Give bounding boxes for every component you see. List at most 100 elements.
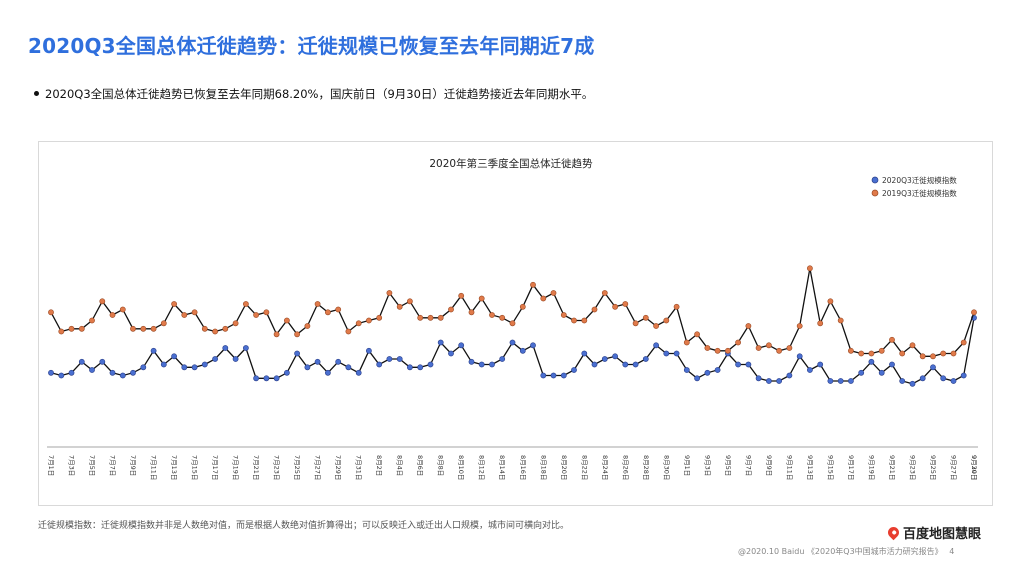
data-point-2019 — [48, 309, 54, 316]
data-point-2019 — [263, 309, 270, 316]
data-point-2019 — [837, 317, 844, 324]
x-tick-label: 7月9日 — [129, 455, 137, 476]
data-point-2019 — [725, 347, 731, 354]
data-point-2020 — [889, 361, 895, 368]
data-point-2019 — [971, 309, 977, 316]
x-tick-label: 8月10日 — [457, 455, 465, 480]
data-point-2019 — [714, 347, 721, 354]
data-point-2019 — [642, 314, 649, 321]
x-tick-label: 9月13日 — [806, 455, 814, 480]
data-point-2019 — [550, 290, 557, 296]
data-point-2020 — [950, 378, 957, 384]
data-point-2020 — [530, 342, 536, 349]
data-point-2019 — [406, 298, 413, 305]
data-point-2020 — [519, 347, 526, 354]
data-point-2019 — [468, 309, 475, 316]
data-point-2019 — [427, 314, 434, 321]
data-point-2020 — [960, 372, 967, 379]
data-point-2020 — [273, 375, 280, 382]
x-tick-label: 7月15日 — [191, 455, 199, 480]
data-point-2019 — [437, 314, 444, 321]
data-point-2020 — [68, 369, 75, 376]
data-point-2020 — [858, 369, 865, 376]
data-point-2019 — [745, 323, 752, 329]
data-point-2019 — [58, 328, 65, 335]
data-point-2019 — [499, 314, 506, 321]
data-point-2019 — [489, 312, 495, 318]
data-point-2019 — [919, 353, 926, 360]
migration-trend-chart: 2020年第三季度全国总体迁徙趋势 2020Q3迁徙规模指数 2019Q3迁徙规… — [47, 157, 978, 480]
x-tick-label: 7月27日 — [314, 455, 322, 480]
data-point-2020 — [181, 364, 188, 371]
data-point-2019 — [478, 295, 485, 302]
data-point-2020 — [427, 361, 434, 368]
data-point-2020 — [417, 364, 424, 371]
data-point-2020 — [786, 372, 793, 379]
data-point-2020 — [396, 356, 403, 362]
data-point-2019 — [89, 317, 95, 324]
data-point-2019 — [386, 290, 393, 296]
data-point-2019 — [601, 290, 608, 296]
data-point-2019 — [201, 325, 208, 332]
x-tick-label: 8月18日 — [539, 455, 547, 480]
data-point-2020 — [171, 353, 177, 360]
data-point-2019 — [878, 347, 885, 354]
data-point-2020 — [304, 364, 311, 371]
x-tick-label: 8月26日 — [621, 455, 629, 480]
x-tick-label: 9月29日 — [970, 455, 978, 480]
data-point-2019 — [827, 298, 834, 305]
chart-title: 2020年第三季度全国总体迁徙趋势 — [429, 157, 593, 170]
x-tick-label: 9月15日 — [826, 455, 834, 480]
summary-bullet: 2020Q3全国总体迁徙趋势已恢复至去年同期68.20%，国庆前日（9月30日）… — [34, 86, 593, 102]
data-point-2019 — [130, 325, 136, 332]
data-point-2020 — [365, 347, 372, 354]
data-point-2020 — [878, 369, 885, 376]
data-point-2020 — [458, 342, 465, 349]
page-number: 4 — [949, 547, 955, 556]
data-point-2020 — [489, 361, 495, 368]
data-point-2020 — [766, 378, 772, 384]
data-point-2019 — [704, 345, 711, 351]
data-point-2020 — [663, 350, 670, 357]
data-point-2020 — [242, 345, 249, 351]
data-point-2020 — [150, 347, 157, 354]
data-point-2020 — [130, 369, 136, 376]
data-point-2020 — [642, 356, 649, 362]
x-tick-label: 7月31日 — [355, 455, 363, 480]
summary-text: 2020Q3全国总体迁徙趋势已恢复至去年同期68.20%，国庆前日（9月30日）… — [45, 87, 594, 101]
data-point-2020 — [294, 350, 300, 357]
legend-label-2019: 2019Q3迁徙规模指数 — [882, 188, 957, 198]
data-point-2020 — [263, 375, 270, 382]
data-point-2019 — [560, 312, 567, 318]
page-title: 2020Q3全国总体迁徙趋势：迁徙规模已恢复至去年同期近7成 — [28, 34, 595, 58]
data-point-2020 — [581, 350, 588, 357]
data-point-2020 — [406, 364, 413, 371]
x-tick-label: 8月24日 — [601, 455, 609, 480]
data-point-2019 — [212, 328, 218, 335]
data-point-2020 — [540, 372, 547, 379]
brand-name: 百度地图慧眼 — [903, 527, 982, 542]
x-tick-label: 8月28日 — [642, 455, 650, 480]
x-tick-label: 8月16日 — [519, 455, 527, 480]
data-point-2019 — [663, 317, 670, 324]
data-point-2019 — [109, 312, 116, 318]
data-point-2019 — [335, 306, 342, 313]
data-point-2020 — [560, 372, 567, 379]
data-point-2020 — [899, 378, 906, 384]
data-point-2020 — [253, 375, 259, 382]
data-point-2020 — [78, 358, 85, 365]
x-tick-label: 7月23日 — [273, 455, 281, 480]
bullet-dot-icon — [34, 91, 39, 96]
data-point-2020 — [940, 375, 947, 382]
data-point-2020 — [714, 367, 721, 373]
data-point-2019 — [324, 309, 331, 316]
data-point-2020 — [335, 358, 342, 365]
data-point-2019 — [253, 312, 259, 318]
data-point-2019 — [99, 298, 106, 305]
data-point-2019 — [242, 301, 249, 307]
data-point-2020 — [222, 345, 229, 351]
data-point-2020 — [694, 375, 700, 382]
data-point-2019 — [673, 303, 680, 310]
data-point-2019 — [396, 303, 403, 310]
data-point-2019 — [417, 314, 424, 321]
